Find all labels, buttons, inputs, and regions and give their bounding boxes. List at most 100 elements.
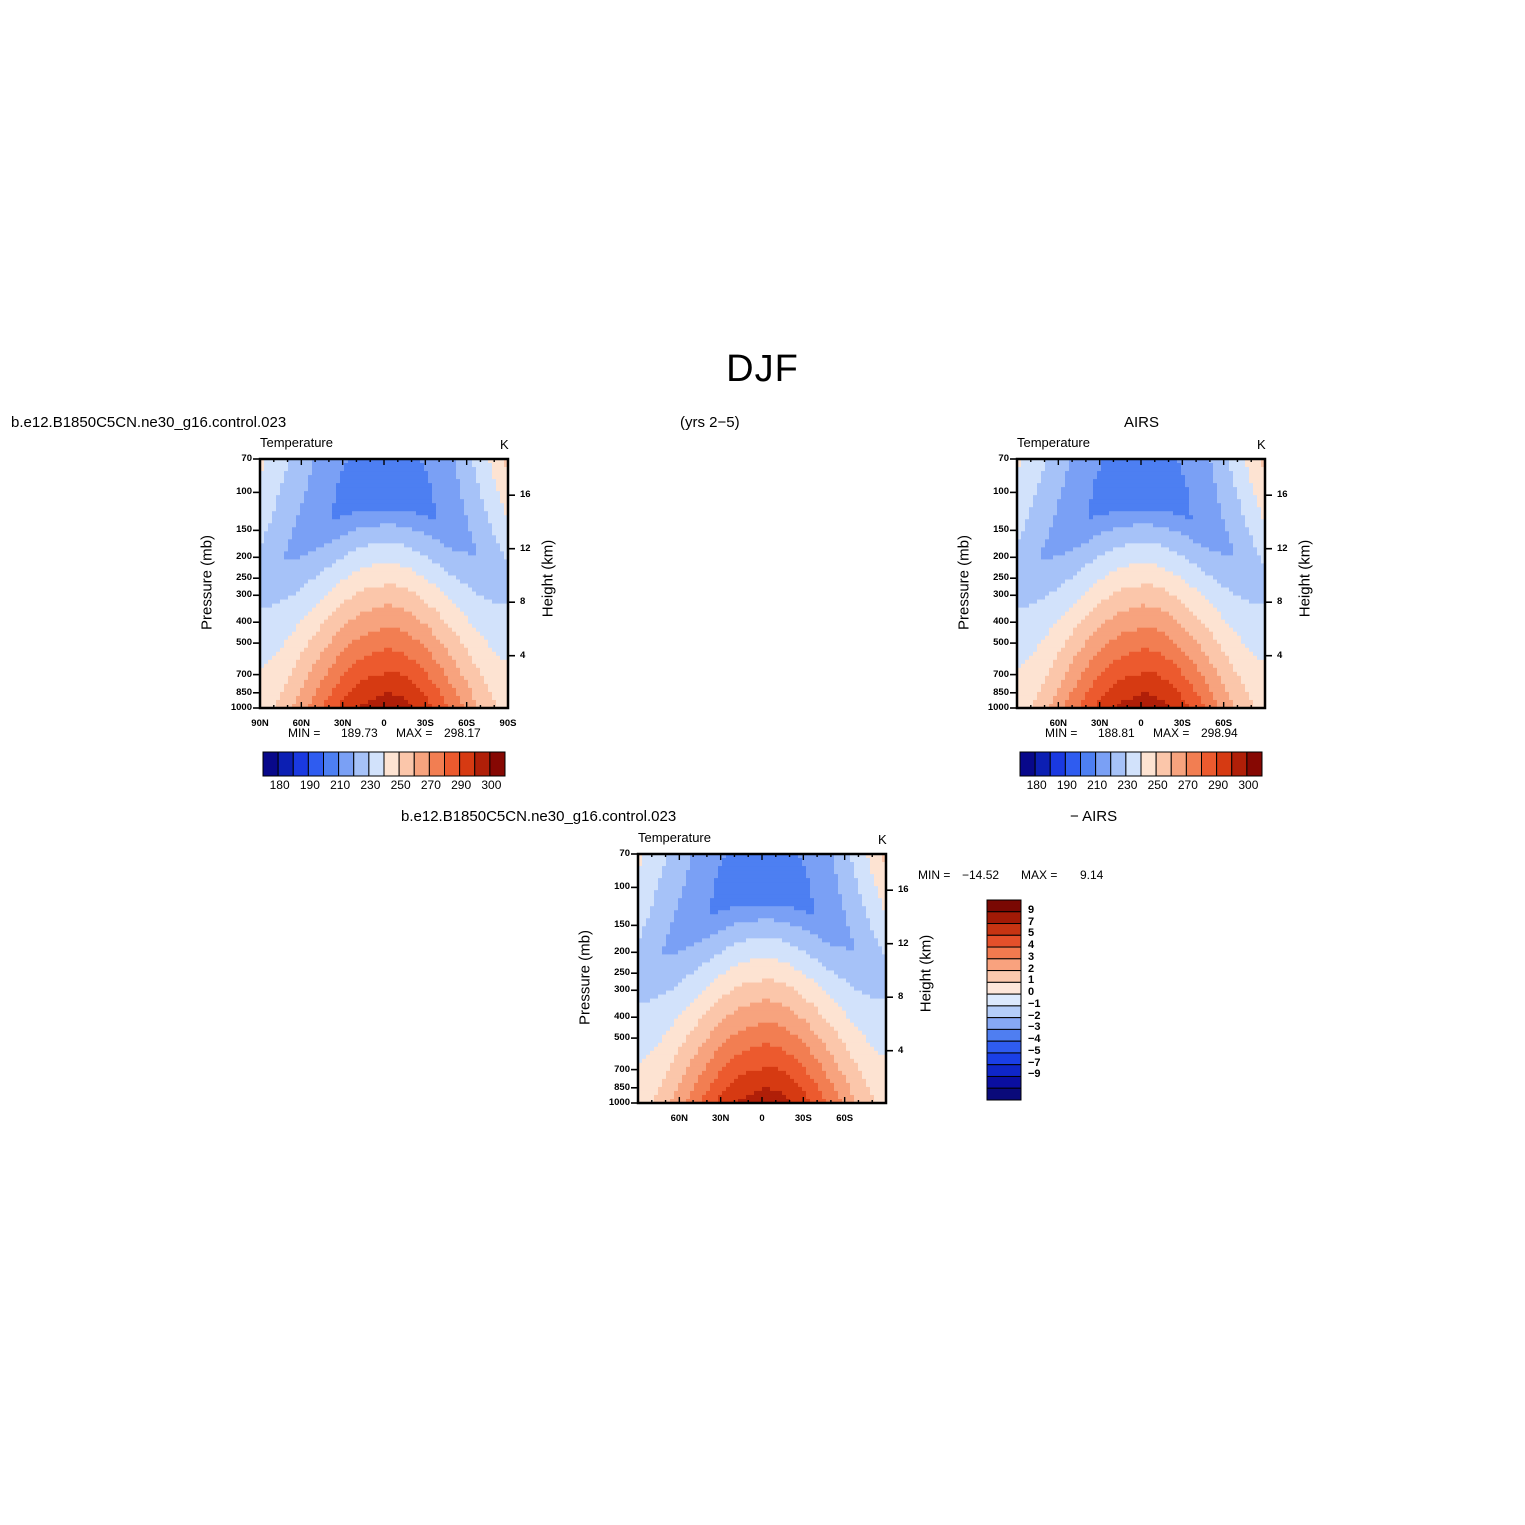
field-cell bbox=[1021, 663, 1026, 669]
field-cell bbox=[404, 591, 409, 597]
field-cell bbox=[404, 539, 409, 544]
field-cell bbox=[344, 511, 349, 516]
field-cell bbox=[384, 643, 389, 649]
field-cell bbox=[464, 635, 469, 641]
field-cell bbox=[448, 543, 453, 548]
field-cell bbox=[436, 559, 441, 565]
field-cell bbox=[488, 647, 493, 653]
field-cell bbox=[320, 559, 325, 565]
field-cell bbox=[464, 495, 469, 500]
y-tick-label: 1000 bbox=[230, 702, 252, 713]
field-cell bbox=[484, 635, 489, 641]
field-cell bbox=[364, 567, 369, 573]
field-cell bbox=[320, 543, 325, 548]
colorbar-label: 300 bbox=[481, 778, 502, 792]
field-cell bbox=[376, 615, 381, 621]
field-cell bbox=[1057, 511, 1062, 516]
field-cell bbox=[332, 467, 337, 472]
field-cell bbox=[412, 599, 417, 605]
field-cell bbox=[264, 647, 269, 653]
field-cell bbox=[500, 667, 505, 673]
field-cell bbox=[328, 487, 333, 492]
field-cell bbox=[460, 683, 465, 689]
field-cell bbox=[260, 699, 265, 705]
field-cell bbox=[408, 663, 413, 669]
field-cell bbox=[280, 563, 285, 569]
field-cell bbox=[420, 683, 425, 689]
field-cell bbox=[476, 463, 481, 468]
field-cell bbox=[1029, 579, 1034, 585]
field-cell bbox=[480, 603, 485, 609]
field-cell bbox=[328, 599, 333, 605]
field-cell bbox=[472, 531, 477, 536]
field-cell bbox=[1065, 479, 1070, 484]
field-cell bbox=[1021, 647, 1026, 653]
field-cell bbox=[440, 507, 445, 512]
field-cell bbox=[340, 659, 345, 665]
field-cell bbox=[1025, 667, 1030, 673]
field-cell bbox=[348, 603, 353, 609]
field-cell bbox=[328, 511, 333, 516]
field-cell bbox=[448, 483, 453, 488]
field-cell bbox=[452, 531, 457, 536]
field-cell bbox=[364, 495, 369, 500]
field-cell bbox=[396, 511, 401, 516]
field-cell bbox=[316, 467, 321, 472]
field-cell bbox=[440, 531, 445, 536]
field-cell bbox=[260, 683, 265, 689]
field-cell bbox=[276, 459, 281, 464]
field-cell bbox=[272, 563, 277, 569]
field-cell bbox=[348, 491, 353, 496]
field-cell bbox=[432, 483, 437, 488]
field-cell bbox=[496, 703, 501, 709]
field-cell bbox=[416, 499, 421, 504]
field-cell bbox=[392, 531, 397, 536]
min-value: 189.73 bbox=[341, 726, 378, 740]
field-cell bbox=[328, 603, 333, 609]
field-cell bbox=[424, 687, 429, 693]
field-cell bbox=[448, 491, 453, 496]
field-cell bbox=[1029, 587, 1034, 593]
field-cell bbox=[348, 527, 353, 532]
field-cell bbox=[400, 627, 405, 633]
field-cell bbox=[312, 627, 317, 633]
field-cell bbox=[488, 659, 493, 665]
field-cell bbox=[284, 627, 289, 633]
field-cell bbox=[364, 475, 369, 480]
field-cell bbox=[316, 515, 321, 520]
field-cell bbox=[312, 615, 317, 621]
field-cell bbox=[1049, 483, 1054, 488]
field-cell bbox=[312, 515, 317, 520]
field-cell bbox=[332, 591, 337, 597]
field-cell bbox=[472, 495, 477, 500]
field-cell bbox=[1069, 595, 1074, 601]
field-cell bbox=[468, 479, 473, 484]
field-cell bbox=[1069, 603, 1074, 609]
field-cell bbox=[1029, 503, 1034, 508]
field-cell bbox=[1025, 547, 1030, 552]
height-tick-label: 16 bbox=[520, 489, 531, 501]
field-cell bbox=[488, 655, 493, 661]
field-cell bbox=[416, 607, 421, 613]
field-cell bbox=[1029, 595, 1034, 601]
field-cell bbox=[340, 587, 345, 593]
field-cell bbox=[1081, 623, 1086, 629]
field-cell bbox=[1057, 579, 1062, 585]
field-cell bbox=[408, 523, 413, 528]
field-cell bbox=[396, 579, 401, 585]
field-cell bbox=[492, 663, 497, 669]
field-cell bbox=[1037, 615, 1042, 621]
field-cell bbox=[504, 619, 509, 625]
field-cell bbox=[1049, 595, 1054, 601]
field-cell bbox=[1029, 659, 1034, 665]
field-cell bbox=[388, 559, 393, 565]
field-cell bbox=[488, 539, 493, 544]
field-cell bbox=[1017, 603, 1022, 609]
field-cell bbox=[260, 623, 265, 629]
field-cell bbox=[348, 683, 353, 689]
field-cell bbox=[260, 499, 265, 504]
field-cell bbox=[300, 655, 305, 661]
field-cell bbox=[328, 571, 333, 577]
field-cell bbox=[420, 623, 425, 629]
field-cell bbox=[388, 551, 393, 556]
